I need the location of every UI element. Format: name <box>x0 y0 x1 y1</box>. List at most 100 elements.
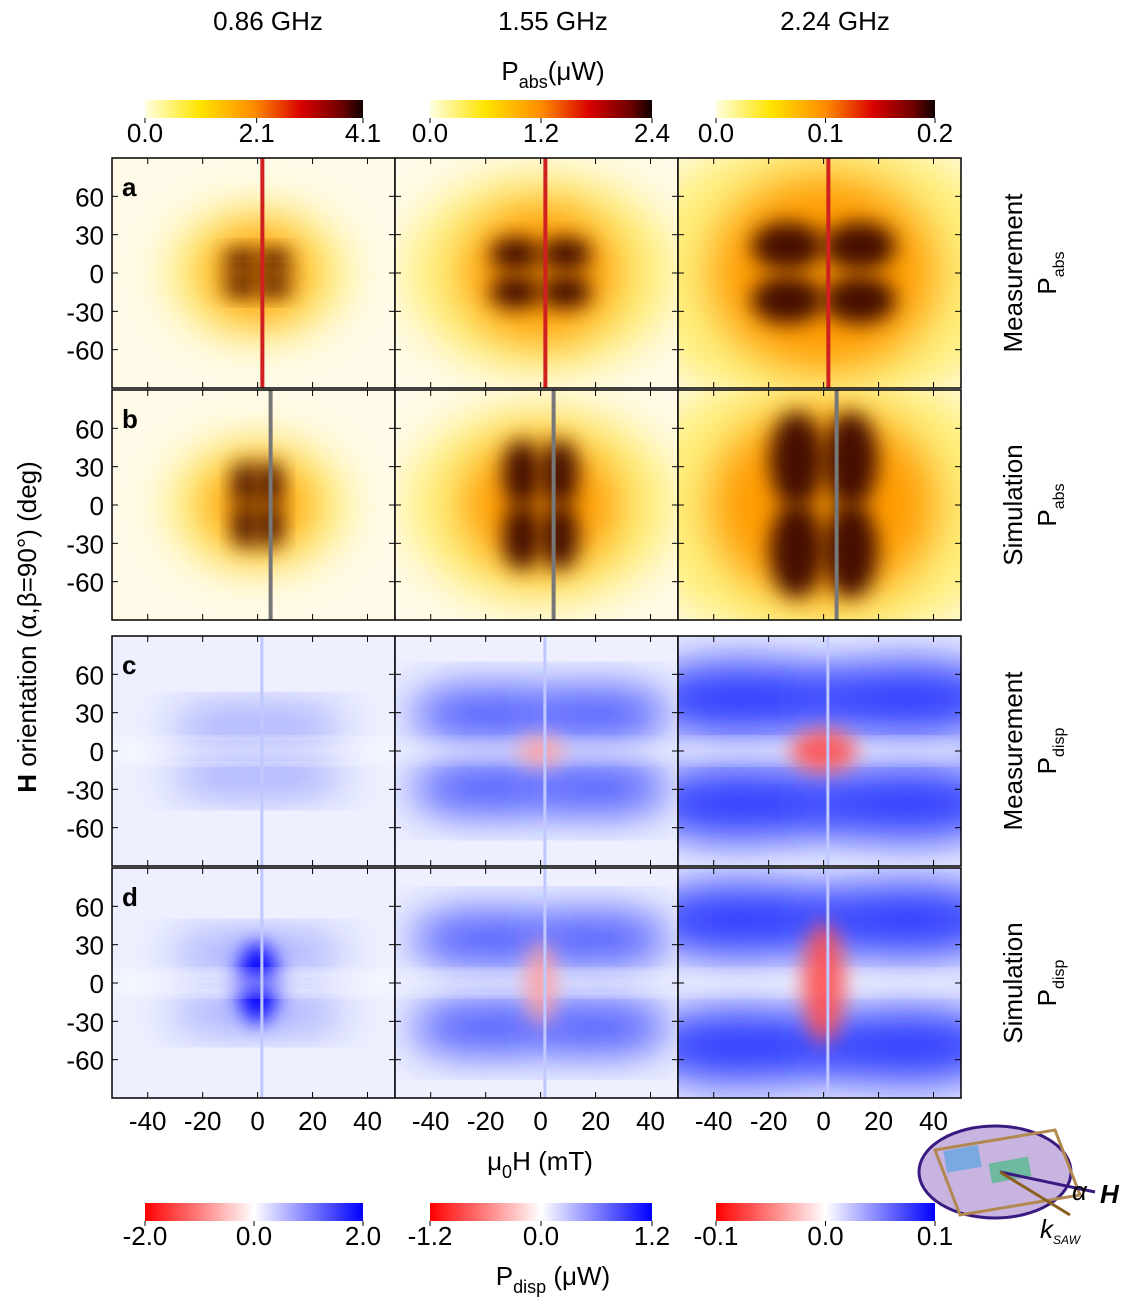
label-part: P <box>1032 757 1062 774</box>
heatmap-band <box>112 743 395 759</box>
heatmap-shade <box>802 923 845 1043</box>
heatmap-shade <box>247 758 346 793</box>
x-tick-label: 0 <box>250 1106 264 1136</box>
heatmap-shade <box>232 503 258 549</box>
column-title: 1.55 GHz <box>498 6 608 36</box>
inset-label: H <box>1100 1179 1120 1209</box>
heatmap-line <box>260 158 265 388</box>
x-tick-label: 40 <box>353 1106 382 1136</box>
panel-label: c <box>122 650 136 680</box>
colorbar <box>716 100 935 118</box>
heatmap-shade <box>524 688 672 741</box>
y-tick-label: -30 <box>66 297 104 327</box>
colorbar-tick-label: 0.1 <box>807 118 843 148</box>
label-sub: abs <box>1051 483 1068 509</box>
heatmap-shade <box>490 237 541 271</box>
x-tick-label: 20 <box>864 1106 893 1136</box>
heatmap-line <box>551 390 556 620</box>
colorbar-tick-label: -2.0 <box>123 1221 168 1251</box>
y-axis-label: H orientation (α,β=90°) (deg) <box>12 461 42 793</box>
colorbar-title: Pdisp (μW) <box>496 1261 610 1297</box>
row-quantity: Pdisp <box>1032 728 1068 775</box>
x-tick-label: -20 <box>750 1106 788 1136</box>
colorbar-tick-label: 0.0 <box>523 1221 559 1251</box>
column-title: 0.86 GHz <box>213 6 323 36</box>
colorbar-tick-label: 2.1 <box>239 118 275 148</box>
inset-label: α <box>1072 1176 1088 1206</box>
inset: H α kSAW <box>917 1124 1120 1247</box>
column-title: 2.24 GHz <box>780 6 890 36</box>
heatmap-shade <box>224 249 258 272</box>
x-tick-label: 20 <box>581 1106 610 1136</box>
heatmap-shade <box>801 1008 961 1084</box>
colorbar-tick-label: 1.2 <box>523 118 559 148</box>
label-part: P <box>1032 277 1062 294</box>
heatmap <box>112 158 395 388</box>
inset-k-arrow <box>999 1170 1071 1217</box>
heatmap-shade <box>205 227 311 319</box>
label-part: P <box>1032 509 1062 526</box>
x-tick-label: -40 <box>129 1106 167 1136</box>
colorbar-tick-label: 0.0 <box>236 1221 272 1251</box>
heatmap-shade <box>751 222 824 270</box>
heatmap-shade <box>801 882 961 958</box>
heatmap <box>678 390 961 620</box>
heatmap <box>678 636 961 866</box>
heatmap-shade <box>769 412 824 508</box>
heatmap-shade <box>823 412 878 508</box>
y-tick-label: 60 <box>75 660 104 690</box>
label-part: μ <box>487 1146 502 1176</box>
y-tick-label: 0 <box>90 491 104 521</box>
y-tick-label: -30 <box>66 1007 104 1037</box>
inset-h-arrow <box>999 1170 1096 1194</box>
heatmap <box>112 636 395 866</box>
colorbar-tick-label: 0.2 <box>917 118 953 148</box>
label-part: orientation (α,β=90°) (deg) <box>12 461 42 774</box>
y-tick-label: 60 <box>75 892 104 922</box>
heatmap <box>678 868 961 1098</box>
row-kind: Measurement <box>998 671 1028 831</box>
heatmap-shade <box>823 222 896 270</box>
x-tick-label: -20 <box>184 1106 222 1136</box>
heatmap-shade <box>205 459 311 551</box>
heatmap <box>112 390 395 620</box>
heatmap-line <box>543 158 548 388</box>
heatmap-shade <box>257 249 292 272</box>
label-part: (μW) <box>546 1261 610 1291</box>
label-part: P <box>496 1261 513 1291</box>
colorbar-tick-label: 1.2 <box>634 1221 670 1251</box>
heatmap-shade <box>232 461 258 507</box>
label-part: (μW) <box>548 56 605 86</box>
x-tick-label: 0 <box>533 1106 547 1136</box>
colorbar-tick-label: 0.0 <box>698 118 734 148</box>
heatmap-line <box>834 390 839 620</box>
colorbar-tick-label: 4.1 <box>345 118 381 148</box>
heatmap <box>395 390 678 620</box>
x-axis-label: μ0H (mT) <box>487 1146 593 1182</box>
y-tick-label: 60 <box>75 182 104 212</box>
heatmap-shade <box>525 941 556 1025</box>
y-tick-label: -30 <box>66 529 104 559</box>
heatmap-shade <box>540 439 579 508</box>
heatmap-shade <box>502 439 541 508</box>
panel-label: d <box>122 882 138 912</box>
heatmap-shade <box>517 736 564 766</box>
row-quantity: Pabs <box>1032 483 1068 526</box>
heatmap-shade <box>790 730 857 772</box>
heatmap-shade <box>409 688 557 741</box>
heatmap-line <box>826 868 830 1098</box>
y-tick-label: -60 <box>66 814 104 844</box>
y-tick-label: 30 <box>75 931 104 961</box>
row-quantity: Pdisp <box>1032 960 1068 1007</box>
heatmap <box>112 868 395 1098</box>
panel-label: a <box>122 172 137 202</box>
x-tick-label: 40 <box>919 1106 948 1136</box>
heatmap-shade <box>751 276 824 324</box>
label-sub: disp <box>1051 728 1068 757</box>
heatmap-shade <box>678 766 847 841</box>
heatmap-line <box>826 158 831 388</box>
colorbar-tick-label: 2.0 <box>345 1221 381 1251</box>
heatmap-shade <box>823 276 896 324</box>
heatmap-shade <box>823 502 878 598</box>
y-tick-label: 30 <box>75 699 104 729</box>
